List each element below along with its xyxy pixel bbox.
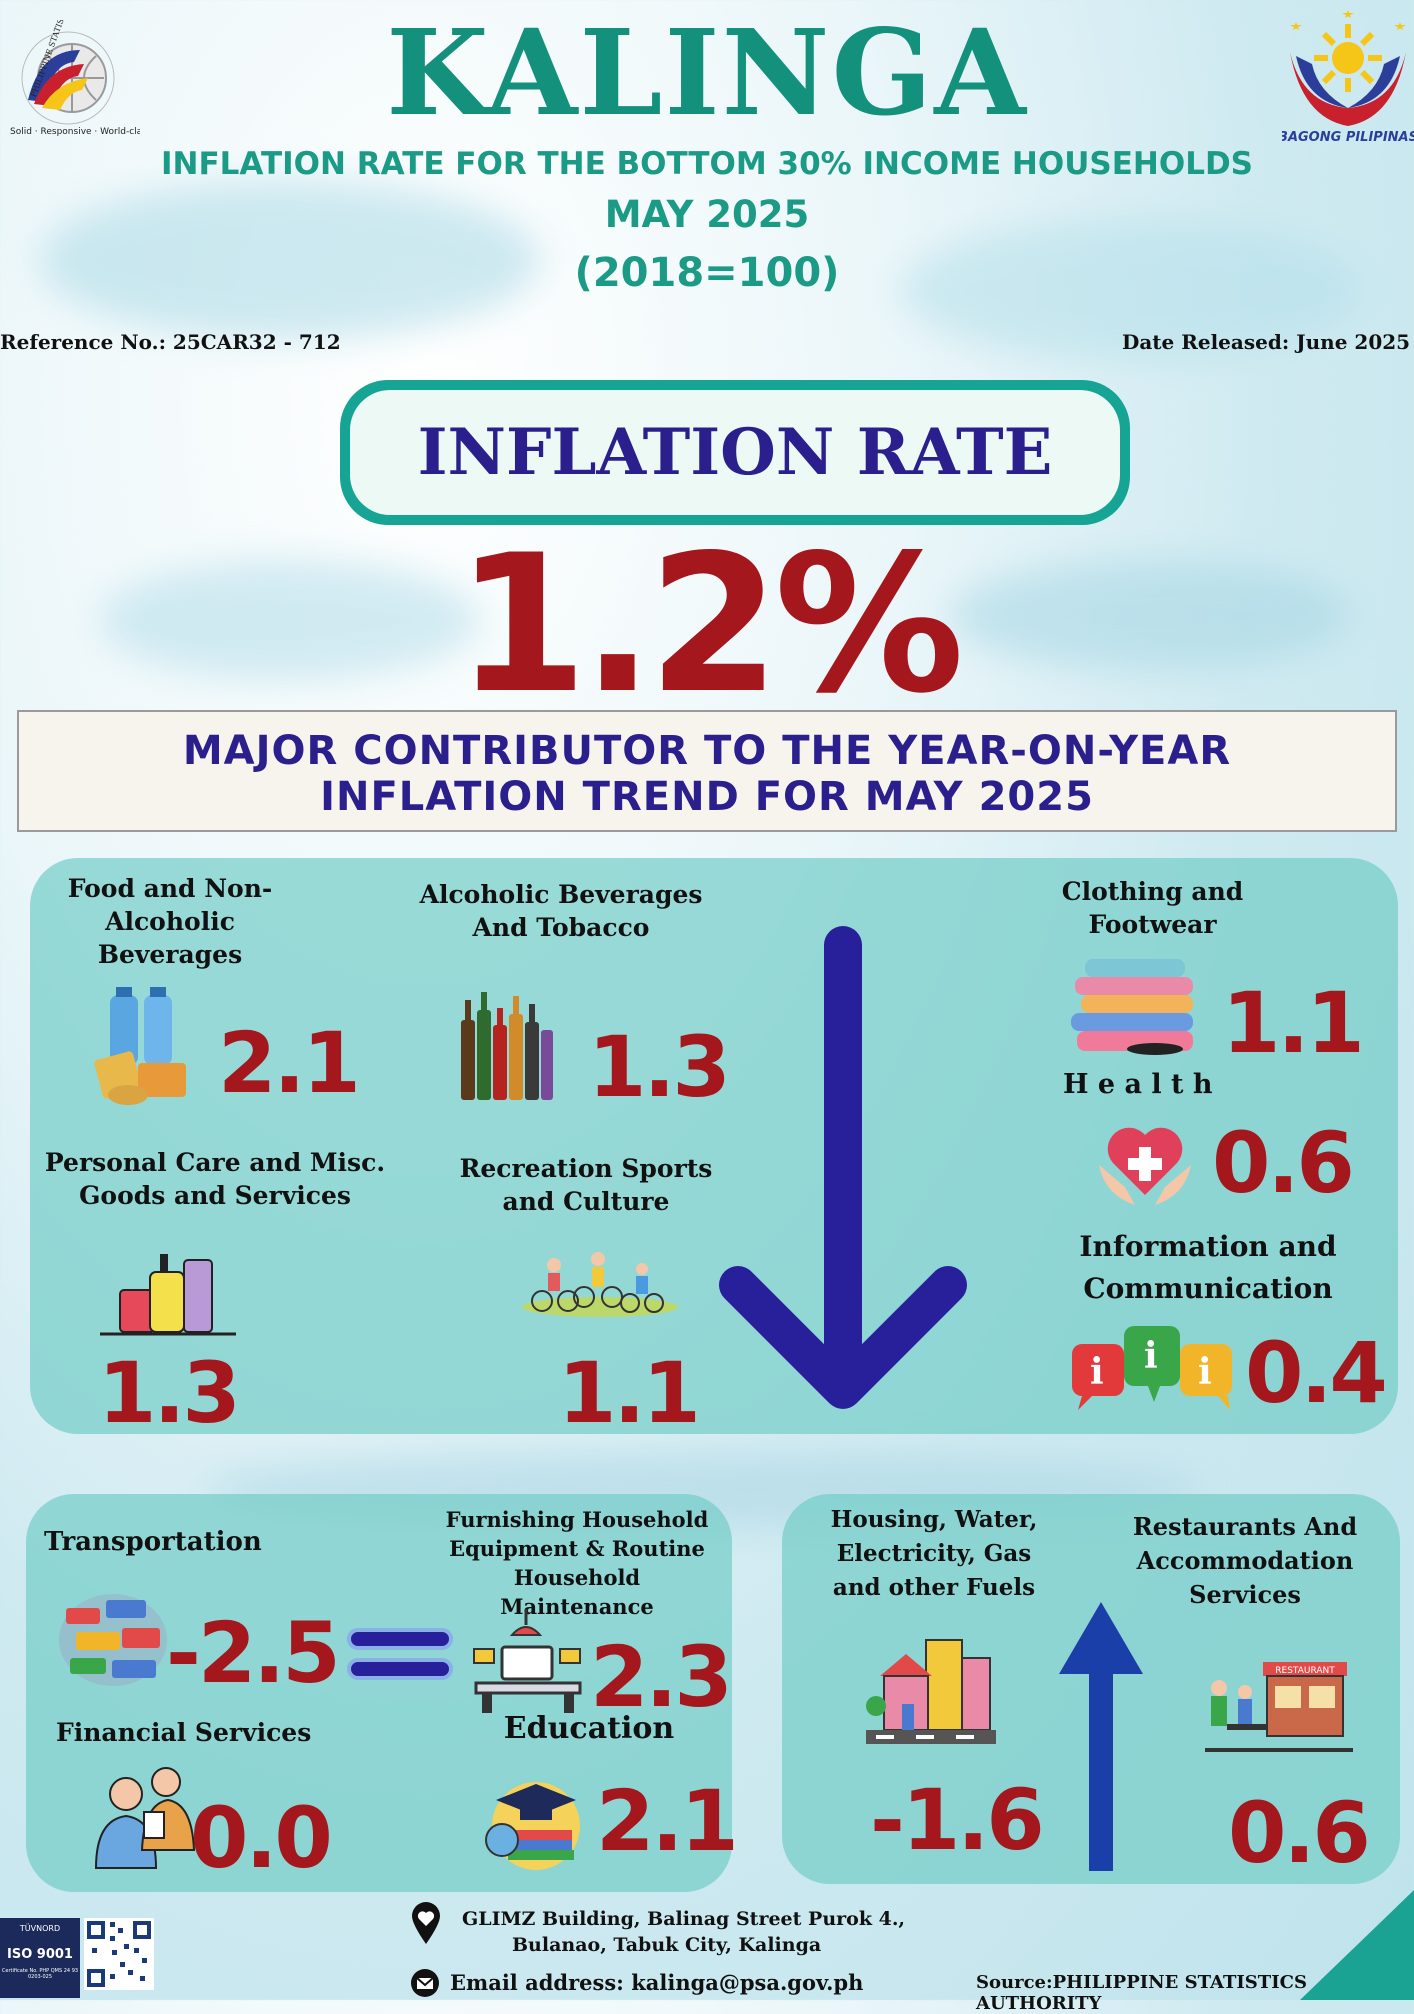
info-communication-label: Information and Communication xyxy=(1079,1230,1337,1305)
furnishing-value: 2.3 xyxy=(590,1628,733,1726)
iso-label: ISO 9001 xyxy=(0,1947,80,1962)
reference-number: Reference No.: 25CAR32 - 712 xyxy=(0,330,341,354)
page-title: KALINGA xyxy=(386,3,1028,142)
equal-sign-icon xyxy=(345,1624,455,1684)
background-streak xyxy=(950,560,1350,670)
inflation-rate-value: 1.2% xyxy=(455,514,965,735)
food-icon xyxy=(88,985,208,1115)
address-line2: Bulanao, Tabuk City, Kalinga xyxy=(512,1934,822,1956)
background-streak xyxy=(40,180,540,340)
info-communication-value: 0.4 xyxy=(1245,1324,1388,1422)
up-arrow-icon xyxy=(1055,1598,1147,1873)
contributor-banner: MAJOR CONTRIBUTOR TO THE YEAR-ON-YEAR IN… xyxy=(17,710,1397,832)
health-label: H e a l t h xyxy=(1063,1069,1213,1100)
cert-number: Certificate No. PHP QMS 24 93 0203-025 xyxy=(1,1968,79,1980)
health-heart-icon xyxy=(1095,1115,1195,1207)
education-graduation-icon xyxy=(480,1770,592,1870)
subtitle-line1: INFLATION RATE FOR THE BOTTOM 30% INCOME… xyxy=(160,146,1254,182)
restaurants-value: 0.6 xyxy=(1228,1784,1371,1882)
transportation-vehicles-icon xyxy=(56,1588,171,1693)
transportation-label: Transportation xyxy=(44,1527,262,1557)
subtitle-line3: (2018=100) xyxy=(574,250,840,296)
subtitle-line2: MAY 2025 xyxy=(604,193,810,236)
inflation-rate-label: INFLATION RATE xyxy=(350,390,1120,515)
financial-services-value: 0.0 xyxy=(190,1789,333,1887)
date-released: Date Released: June 2025 xyxy=(1122,330,1411,354)
education-value: 2.1 xyxy=(596,1772,739,1870)
housing-value: -1.6 xyxy=(870,1771,1045,1869)
email-icon xyxy=(410,1968,440,1998)
address-line1: GLIMZ Building, Balinag Street Purok 4., xyxy=(462,1908,906,1930)
qr-code[interactable] xyxy=(84,1918,154,1990)
restaurants-label: Restaurants And Accommodation Services xyxy=(1132,1512,1358,1609)
iso-certification-badge: TÜVNORD ISO 9001 Certificate No. PHP QMS… xyxy=(0,1918,80,1998)
recreation-value: 1.1 xyxy=(558,1344,701,1442)
background-streak xyxy=(900,220,1360,360)
recreation-label: Recreation Sports and Culture xyxy=(459,1154,713,1216)
location-pin-icon xyxy=(410,1900,442,1944)
svg-text:i: i xyxy=(1144,1335,1158,1377)
down-arrow-icon xyxy=(718,925,968,1415)
corner-decoration xyxy=(1300,1890,1414,2000)
health-value: 0.6 xyxy=(1212,1114,1355,1212)
alcohol-label: Alcoholic Beverages And Tobacco xyxy=(419,880,703,942)
bagong-pilipinas-text: BAGONG PILIPINAS xyxy=(1282,130,1414,145)
transportation-value: -2.5 xyxy=(166,1604,341,1702)
clothing-value: 1.1 xyxy=(1222,974,1365,1072)
personal-care-label: Personal Care and Misc. Goods and Servic… xyxy=(44,1148,386,1210)
bagong-pilipinas-logo: BAGONG PILIPINAS xyxy=(1278,8,1414,148)
source-note: Source:PHILIPPINE STATISTICS AUTHORITY xyxy=(976,1972,1307,2014)
alcohol-value: 1.3 xyxy=(588,1018,731,1116)
background-streak xyxy=(100,560,480,680)
restaurant-icon: RESTAURANT xyxy=(1205,1652,1353,1756)
email-address[interactable]: Email address: kalinga@psa.gov.ph xyxy=(450,1970,864,1995)
inflation-rate-label-box: INFLATION RATE xyxy=(340,380,1130,525)
psa-tagline: Solid · Responsive · World-class xyxy=(10,127,140,137)
alcohol-bottles-icon xyxy=(455,980,555,1105)
financial-services-people-icon xyxy=(86,1760,201,1870)
furnishing-label: Furnishing Household Equipment & Routine… xyxy=(445,1507,709,1619)
personal-care-icon xyxy=(98,1250,238,1340)
cert-brand: TÜVNORD xyxy=(19,1924,61,1933)
svg-text:RESTAURANT: RESTAURANT xyxy=(1275,1666,1335,1676)
food-label: Food and Non-Alcoholic Beverages xyxy=(67,874,273,969)
clothing-label: Clothing and Footwear xyxy=(1061,877,1244,939)
recreation-cyclists-icon xyxy=(520,1245,680,1320)
svg-text:i: i xyxy=(1090,1351,1104,1393)
furnishing-desk-icon xyxy=(470,1605,585,1715)
banner-line2: INFLATION TREND FOR MAY 2025 xyxy=(320,774,1094,820)
svg-text:i: i xyxy=(1198,1351,1212,1393)
clothing-icon xyxy=(1065,955,1210,1055)
financial-services-label: Financial Services xyxy=(56,1718,312,1747)
banner-line1: MAJOR CONTRIBUTOR TO THE YEAR-ON-YEAR xyxy=(182,728,1232,774)
personal-care-value: 1.3 xyxy=(98,1344,241,1442)
housing-label: Housing, Water, Electricity, Gas and oth… xyxy=(830,1506,1038,1601)
food-value: 2.1 xyxy=(218,1014,361,1112)
education-label: Education xyxy=(503,1711,675,1746)
housing-buildings-icon xyxy=(866,1636,996,1746)
